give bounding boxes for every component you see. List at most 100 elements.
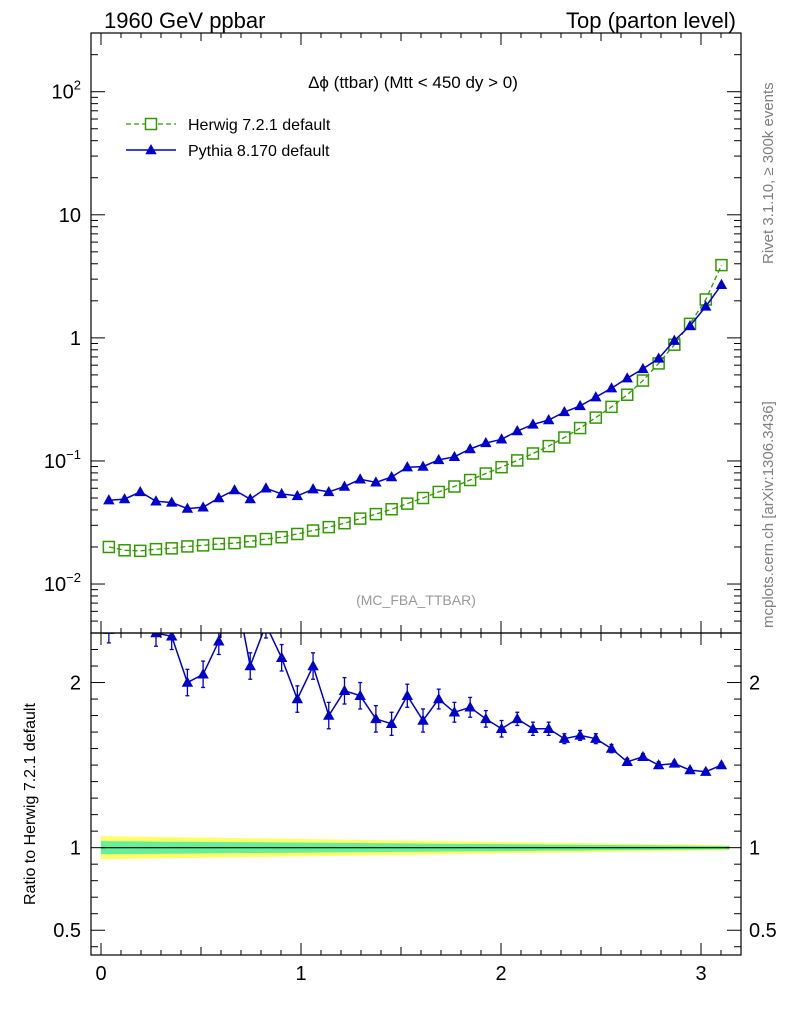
y-tick-label-0.1: 10−1	[44, 447, 81, 473]
pythia-point	[291, 489, 304, 501]
ratio-point	[637, 750, 649, 762]
herwig-point	[479, 467, 493, 480]
herwig-point	[165, 542, 178, 555]
pythia-point	[433, 453, 445, 465]
herwig-point	[243, 535, 257, 548]
ratio-point	[558, 732, 571, 743]
ratio-point	[574, 729, 586, 740]
pythia-point	[574, 399, 586, 411]
pythia-point	[213, 491, 225, 503]
herwig-point	[212, 537, 226, 551]
pythia-point	[527, 418, 539, 429]
herwig-point	[196, 539, 210, 552]
pythia-point	[275, 487, 288, 499]
ratio-point	[527, 722, 539, 733]
pythia-point	[700, 300, 712, 311]
ratio-point	[291, 693, 304, 704]
ratio-point	[213, 635, 225, 646]
pythia-point	[118, 493, 131, 504]
pythia-point	[621, 372, 633, 383]
herwig-point	[589, 411, 603, 424]
herwig-point	[511, 454, 524, 467]
ratio-point	[307, 660, 319, 671]
herwig-point	[605, 400, 618, 414]
x-tick-label: 1	[295, 963, 306, 985]
herwig-point	[448, 480, 461, 493]
pythia-point	[637, 362, 649, 374]
ratio-point	[495, 722, 508, 733]
ratio-point	[370, 712, 382, 724]
ratio-point	[684, 764, 696, 775]
pythia-point	[260, 482, 272, 493]
ratio-point	[260, 619, 271, 629]
pythia-point	[417, 460, 429, 471]
legend-pythia-marker	[145, 144, 157, 155]
pythia-point	[542, 414, 555, 425]
pythia-point	[323, 485, 335, 497]
x-tick-label: 3	[695, 963, 706, 985]
herwig-point	[291, 527, 304, 541]
pythia-point	[495, 433, 508, 444]
pythia-point	[668, 334, 681, 345]
ratio-point	[401, 689, 413, 700]
pythia-point	[354, 473, 366, 484]
herwig-point	[118, 544, 131, 557]
herwig-point	[306, 524, 320, 537]
pythia-point	[684, 319, 696, 331]
ratio-point	[275, 651, 288, 662]
pythia-point	[464, 443, 476, 454]
pythia-point	[228, 484, 241, 495]
pythia-point	[338, 480, 351, 491]
pythia-line	[108, 284, 723, 510]
herwig-point	[275, 530, 288, 544]
ratio-tick-label-right: 2	[749, 673, 760, 695]
ratio-point	[229, 577, 240, 587]
ratio-point	[433, 693, 445, 704]
ratio-point	[181, 676, 194, 687]
pythia-point	[652, 352, 665, 363]
analysis-watermark: (MC_FBA_TTBAR)	[356, 592, 476, 608]
pythia-point	[590, 391, 602, 402]
ratio-point	[480, 712, 492, 724]
herwig-point	[134, 544, 147, 558]
ratio-point	[385, 717, 398, 729]
ratio-point	[700, 765, 712, 776]
ratio-point	[464, 701, 476, 712]
ratio-point	[150, 633, 162, 638]
herwig-point	[385, 503, 398, 516]
ratio-point	[715, 759, 728, 770]
legend-herwig-label: Herwig 7.2.1 default	[188, 117, 331, 134]
pythia-point	[150, 495, 162, 506]
herwig-point	[338, 516, 351, 530]
herwig-point	[715, 258, 728, 272]
herwig-point	[353, 512, 367, 525]
herwig-point	[636, 374, 650, 387]
pythia-point	[480, 436, 492, 448]
ratio-tick-label-left: 0.5	[53, 920, 81, 942]
herwig-point	[463, 473, 477, 487]
herwig-point	[558, 431, 571, 444]
herwig-point	[181, 540, 194, 553]
ratio-point	[103, 633, 115, 634]
legend-pythia-label: Pythia 8.170 default	[188, 143, 330, 160]
ratio-tick-label-left: 1	[70, 838, 81, 860]
header-left-title: 1960 GeV ppbar	[104, 8, 266, 33]
ratio-panel-frame	[90, 632, 742, 956]
herwig-point	[322, 520, 336, 534]
herwig-point	[526, 447, 540, 460]
chart-title: Δϕ (ttbar) (Mtt < 450 dy > 0)	[308, 73, 518, 92]
pythia-point	[511, 425, 523, 436]
header-right-title: Top (parton level)	[566, 8, 736, 33]
herwig-point	[259, 532, 273, 546]
ratio-point	[605, 742, 618, 753]
ratio-point	[119, 610, 130, 620]
y-tick-label-1: 1	[70, 328, 81, 350]
ratio-point	[511, 712, 523, 724]
herwig-point	[102, 540, 116, 554]
y-tick-label-10: 10	[59, 205, 81, 227]
herwig-point	[228, 536, 241, 550]
pythia-point	[165, 496, 178, 507]
herwig-point	[432, 485, 445, 499]
herwig-point	[573, 421, 587, 435]
